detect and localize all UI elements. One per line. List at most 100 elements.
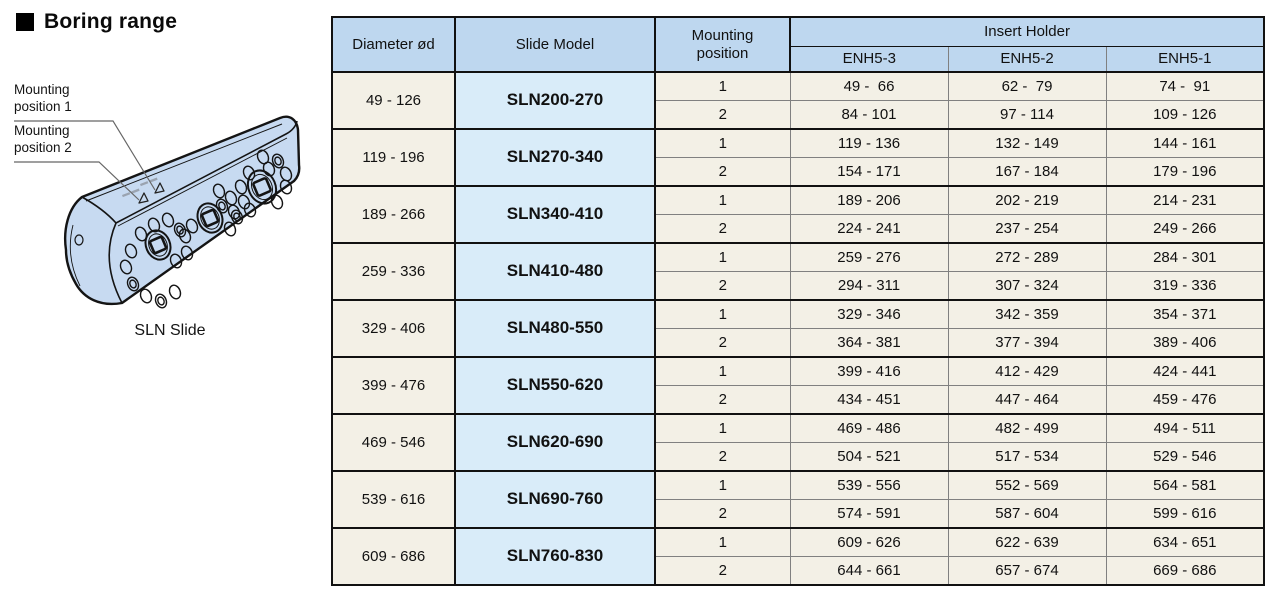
- range-cell: 144 - 161: [1105, 128, 1265, 158]
- table-row: 399 - 476 SLN550-620 1 399 - 416 412 - 429 42…: [332, 356, 1265, 414]
- range-cell: 167 - 184: [947, 157, 1106, 186]
- range-cell: 237 - 254: [947, 214, 1106, 243]
- mounting-position-cell: 1: [654, 470, 790, 500]
- table-row: 2 644 - 661 657 - 674 669 - 686: [332, 556, 1265, 585]
- slide-body: [64, 115, 301, 306]
- mounting-position-cell: 2: [654, 157, 790, 186]
- mounting-position-1-label-line2: position 1: [14, 99, 72, 114]
- range-cell: 482 - 499: [947, 413, 1106, 443]
- range-cell: 459 - 476: [1105, 385, 1265, 414]
- front-top-edge: [115, 120, 298, 224]
- bolt-holes: [119, 149, 293, 309]
- table-row: 2 294 - 311 307 - 324 319 - 336: [332, 271, 1265, 300]
- table-row: 259 - 336 SLN410-480 1 259 - 276 272 - 289 28…: [332, 242, 1265, 300]
- mounting-position-cell: 2: [654, 556, 790, 585]
- range-cell: 49 - 66: [789, 71, 948, 101]
- mounting-position-cell: 2: [654, 499, 790, 528]
- mounting-position-cell: 1: [654, 527, 790, 557]
- col-header-diameter: Diameter ød: [332, 17, 455, 73]
- diameter-cell: 469 - 546: [332, 413, 455, 471]
- header-row-1: Diameter ød Slide Model Mounting positio…: [332, 17, 1265, 73]
- cap-front-edge: [108, 222, 123, 304]
- range-cell: 389 - 406: [1105, 328, 1265, 357]
- table-row: 189 - 266 SLN340-410 1 189 - 206 202 - 219 21…: [332, 185, 1265, 243]
- range-cell: 564 - 581: [1105, 470, 1265, 500]
- table-row: 329 - 406 SLN480-550 1 329 - 346 342 - 359 35…: [332, 299, 1265, 357]
- range-cell: 504 - 521: [789, 442, 948, 471]
- header-row-2: ENH5-3 ENH5-2 ENH5-1: [332, 46, 1265, 73]
- range-cell: 74 - 91: [1105, 71, 1265, 101]
- range-cell: 319 - 336: [1105, 271, 1265, 300]
- clamp-screw-hole-right: [246, 169, 278, 205]
- col-header-mounting-position: Mounting position: [654, 17, 790, 73]
- boring-range-table: Diameter ød Slide Model Mounting positio…: [331, 16, 1266, 586]
- leader-line-2: [14, 161, 140, 201]
- slide-model-cell: SLN760-830: [454, 527, 655, 585]
- slide-model-cell: SLN690-760: [454, 470, 655, 528]
- mounting-position-cell: 2: [654, 100, 790, 129]
- diameter-cell: 539 - 616: [332, 470, 455, 528]
- range-cell: 609 - 626: [789, 527, 948, 557]
- range-cell: 329 - 346: [789, 299, 948, 329]
- slide-model-cell: SLN480-550: [454, 299, 655, 357]
- table-row: 119 - 196 SLN270-340 1 119 - 136 132 - 149 14…: [332, 128, 1265, 186]
- range-cell: 599 - 616: [1105, 499, 1265, 528]
- cap-contour-line: [69, 224, 81, 287]
- table-row: 2 434 - 451 447 - 464 459 - 476: [332, 385, 1265, 414]
- mounting-position-cell: 1: [654, 299, 790, 329]
- diameter-cell: 259 - 336: [332, 242, 455, 300]
- mounting-position-1-label: Mounting position 1: [14, 81, 72, 115]
- mounting-position-cell: 1: [654, 413, 790, 443]
- engraved-text-mark-1: [140, 177, 158, 187]
- range-cell: 202 - 219: [947, 185, 1106, 215]
- col-header-enh5-1: ENH5-1: [1105, 46, 1265, 73]
- mounting-position-cell: 2: [654, 328, 790, 357]
- range-cell: 342 - 359: [947, 299, 1106, 329]
- range-cell: 494 - 511: [1105, 413, 1265, 443]
- diameter-cell: 609 - 686: [332, 527, 455, 585]
- engraved-text-mark-2: [122, 188, 140, 198]
- diameter-cell: 189 - 266: [332, 185, 455, 243]
- mounting-position-2-label: Mounting position 2: [14, 122, 72, 156]
- mounting-position-cell: 1: [654, 71, 790, 101]
- section-title-text: Boring range: [44, 10, 178, 33]
- mounting-position-2-marker: [138, 192, 149, 204]
- range-cell: 189 - 206: [789, 185, 948, 215]
- sln-slide-drawing: [14, 115, 301, 309]
- range-cell: 529 - 546: [1105, 442, 1265, 471]
- diameter-cell: 329 - 406: [332, 299, 455, 357]
- figure-caption: SLN Slide: [134, 322, 206, 339]
- range-cell: 364 - 381: [789, 328, 948, 357]
- col-header-enh5-3: ENH5-3: [789, 46, 948, 73]
- slide-model-cell: SLN270-340: [454, 128, 655, 186]
- mounting-position-cell: 2: [654, 385, 790, 414]
- range-cell: 307 - 324: [947, 271, 1106, 300]
- range-cell: 272 - 289: [947, 242, 1106, 272]
- range-cell: 644 - 661: [789, 556, 948, 585]
- range-cell: 657 - 674: [947, 556, 1106, 585]
- slide-model-cell: SLN550-620: [454, 356, 655, 414]
- range-cell: 284 - 301: [1105, 242, 1265, 272]
- cap-hole: [74, 234, 84, 246]
- mounting-position-2-label-line2: position 2: [14, 140, 72, 155]
- range-cell: 354 - 371: [1105, 299, 1265, 329]
- mounting-position-cell: 1: [654, 242, 790, 272]
- table-row: 2 224 - 241 237 - 254 249 - 266: [332, 214, 1265, 243]
- diameter-cell: 49 - 126: [332, 71, 455, 129]
- mounting-position-1-label-line1: Mounting: [14, 82, 70, 97]
- table-row: 609 - 686 SLN760-830 1 609 - 626 622 - 639 63…: [332, 527, 1265, 585]
- mounting-position-2-label-line1: Mounting: [14, 123, 70, 138]
- leader-line-1: [14, 120, 156, 191]
- table-row: 2 154 - 171 167 - 184 179 - 196: [332, 157, 1265, 186]
- table-row: 2 574 - 591 587 - 604 599 - 616: [332, 499, 1265, 528]
- range-cell: 399 - 416: [789, 356, 948, 386]
- section-title: Boring range: [16, 10, 177, 34]
- cap-top-edge: [81, 196, 117, 224]
- range-cell: 224 - 241: [789, 214, 948, 243]
- table-row: 539 - 616 SLN690-760 1 539 - 556 552 - 569 56…: [332, 470, 1265, 528]
- range-cell: 517 - 534: [947, 442, 1106, 471]
- table-row: 2 364 - 381 377 - 394 389 - 406: [332, 328, 1265, 357]
- range-cell: 574 - 591: [789, 499, 948, 528]
- mounting-position-cell: 2: [654, 271, 790, 300]
